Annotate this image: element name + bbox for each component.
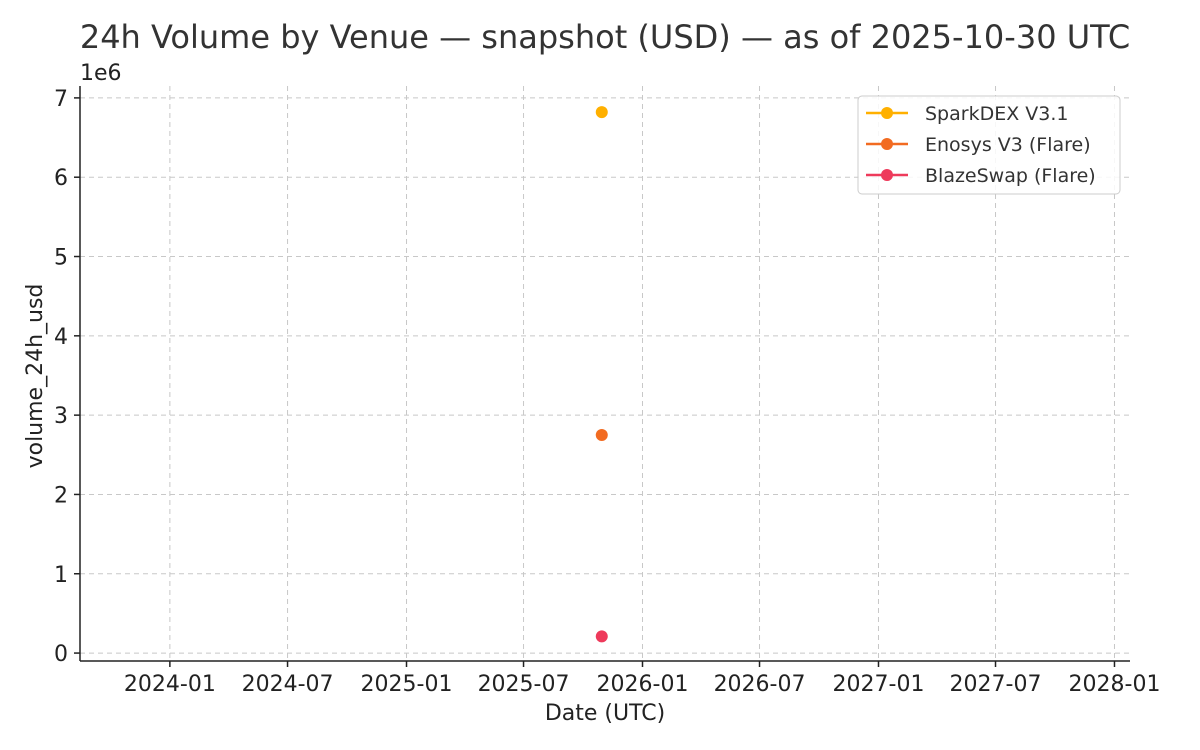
y-axis-offset-label: 1e6	[80, 61, 122, 86]
data-point	[595, 630, 608, 643]
y-tick-label: 0	[54, 642, 68, 667]
y-tick-label: 1	[54, 563, 68, 588]
x-tick-label: 2026-07	[714, 672, 806, 697]
data-point	[595, 428, 608, 441]
legend-label: SparkDEX V3.1	[925, 103, 1068, 125]
y-tick-label: 5	[54, 246, 68, 271]
x-tick-label: 2027-07	[950, 672, 1042, 697]
x-axis-label: Date (UTC)	[545, 701, 665, 726]
legend-box	[857, 95, 1121, 195]
chart-title: 24h Volume by Venue — snapshot (USD) — a…	[80, 18, 1130, 56]
x-tick-label: 2025-07	[478, 672, 570, 697]
y-tick-label: 7	[54, 87, 68, 112]
x-axis-ticks: 2024-01 2024-07 2025-01 2025-07 2026-01 2026-…	[124, 661, 1161, 697]
data-point	[595, 106, 608, 119]
legend-marker	[881, 169, 893, 181]
axes-spines	[79, 86, 1130, 662]
y-tick-label: 6	[54, 166, 68, 191]
x-tick-label: 2024-01	[124, 672, 216, 697]
x-tick-label: 2028-01	[1069, 672, 1161, 697]
y-tick-label: 3	[54, 404, 68, 429]
y-tick-label: 2	[54, 483, 68, 508]
x-tick-label: 2027-01	[833, 672, 925, 697]
x-tick-label: 2024-07	[242, 672, 334, 697]
legend-label: BlazeSwap (Flare)	[925, 165, 1096, 187]
x-tick-label: 2025-01	[361, 672, 453, 697]
legend: SparkDEX V3.1 Enosys V3 (Flare) BlazeSwap …	[857, 95, 1121, 195]
x-tick-label: 2026-01	[597, 672, 689, 697]
y-axis-label: volume_24h_usd	[23, 284, 48, 469]
y-tick-label: 4	[54, 325, 68, 350]
legend-marker	[881, 138, 893, 150]
legend-label: Enosys V3 (Flare)	[925, 134, 1091, 156]
y-axis-ticks: 0 1 2 3 4 5 6 7	[54, 87, 80, 667]
legend-marker	[881, 107, 893, 119]
data-points	[595, 106, 608, 643]
